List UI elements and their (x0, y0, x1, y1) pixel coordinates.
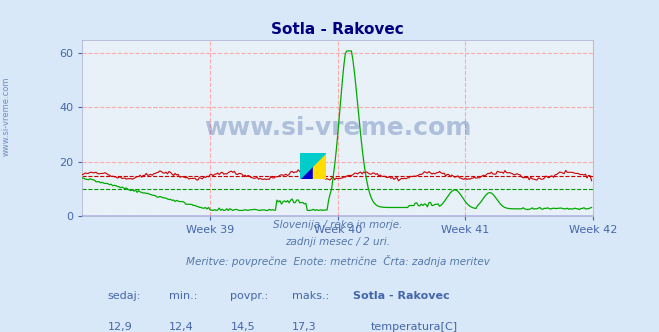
Text: 12,9: 12,9 (108, 322, 132, 332)
Text: maks.:: maks.: (292, 291, 329, 301)
Text: Slovenija / reke in morje.: Slovenija / reke in morje. (273, 219, 403, 230)
Bar (300, 153, 313, 179)
Text: 12,4: 12,4 (169, 322, 194, 332)
Text: Meritve: povprečne  Enote: metrične  Črta: zadnja meritev: Meritve: povprečne Enote: metrične Črta:… (186, 255, 490, 267)
Text: sedaj:: sedaj: (108, 291, 141, 301)
Text: povpr.:: povpr.: (231, 291, 269, 301)
Text: 17,3: 17,3 (292, 322, 316, 332)
Text: www.si-vreme.com: www.si-vreme.com (204, 116, 471, 140)
Polygon shape (300, 153, 326, 179)
Text: Sotla - Rakovec: Sotla - Rakovec (353, 291, 449, 301)
Text: min.:: min.: (169, 291, 198, 301)
Text: www.si-vreme.com: www.si-vreme.com (2, 76, 11, 156)
Title: Sotla - Rakovec: Sotla - Rakovec (272, 22, 404, 37)
Text: 14,5: 14,5 (231, 322, 255, 332)
FancyBboxPatch shape (353, 303, 366, 326)
Bar (313, 153, 326, 179)
Text: zadnji mesec / 2 uri.: zadnji mesec / 2 uri. (285, 237, 390, 247)
Text: temperatura[C]: temperatura[C] (371, 322, 458, 332)
